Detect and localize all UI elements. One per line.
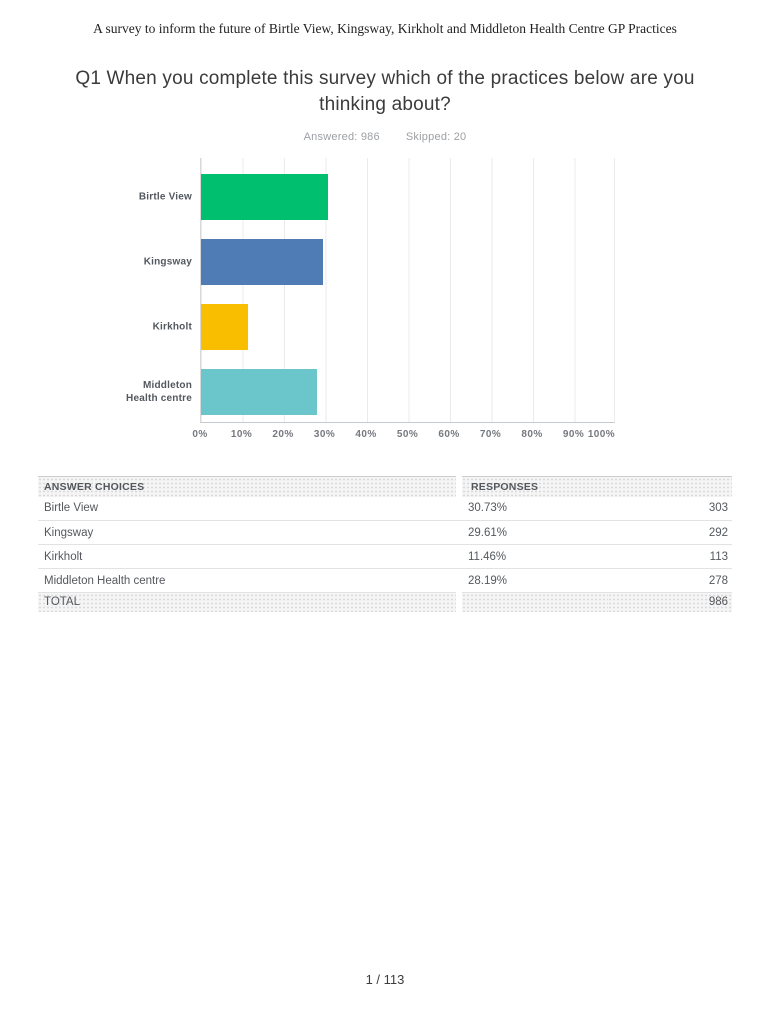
total-row: TOTAL 986 xyxy=(38,592,732,612)
bar-chart: Birtle View Kingsway Kirkholt Middleton Hea… xyxy=(0,158,770,450)
chart-category-label: Kingsway xyxy=(143,256,192,268)
response-percent-cell: 29.61% xyxy=(468,526,508,539)
x-axis-tick-label: 40% xyxy=(355,429,377,440)
results-table: ANSWER CHOICES RESPONSES Birtle View 30.7… xyxy=(38,476,732,612)
x-axis-tick-label: 50% xyxy=(396,429,419,440)
answer-choices-header: ANSWER CHOICES xyxy=(38,476,462,497)
table-row: Kirkholt 11.46% 113 xyxy=(38,544,732,569)
answer-choice-cell: Kingsway xyxy=(44,526,94,539)
table-row: Kingsway 29.61% 292 xyxy=(38,520,732,545)
question-title: Q1 When you complete this survey which o… xyxy=(75,68,695,115)
chart-bar xyxy=(201,239,324,285)
response-count-cell: 113 xyxy=(709,550,728,563)
answer-choice-cell: Middleton Health centre xyxy=(44,574,166,587)
document-title: A survey to inform the future of Birtle … xyxy=(93,21,677,36)
response-count-cell: 303 xyxy=(708,502,728,515)
x-axis-tick-label: 20% xyxy=(272,429,294,440)
table-row: Middleton Health centre 28.19% 278 xyxy=(38,568,732,593)
page-number: 1 / 113 xyxy=(365,972,405,987)
x-axis-tick-label: 90% xyxy=(562,429,585,440)
chart-bar xyxy=(201,369,318,415)
x-axis-tick-label: 100% xyxy=(587,429,615,440)
table-row: Birtle View 30.73% 303 xyxy=(38,496,732,521)
x-axis-tick-label: 80% xyxy=(521,429,543,440)
x-axis-tick-label: 60% xyxy=(438,429,460,440)
results-table-header: ANSWER CHOICES RESPONSES xyxy=(38,476,732,497)
response-count-cell: 292 xyxy=(708,526,728,539)
header-row: ANSWER CHOICES RESPONSES xyxy=(38,476,732,497)
total-percent-cell xyxy=(459,592,608,612)
chart-category-label: Middleton Health centre xyxy=(126,380,192,404)
chart-category-label: Kirkholt xyxy=(152,321,192,333)
response-percent-cell: 28.19% xyxy=(468,574,508,587)
chart-bar xyxy=(201,304,249,350)
chart-category-label: Birtle View xyxy=(138,191,192,203)
results-table-footer: TOTAL 986 xyxy=(38,592,732,612)
answered-stat: Answered: 986 xyxy=(303,131,380,143)
response-percent-cell: 30.73% xyxy=(468,502,508,515)
response-percent-cell: 11.46% xyxy=(468,550,507,563)
answer-choice-cell: Birtle View xyxy=(44,502,99,515)
x-axis-tick-label: 70% xyxy=(479,429,502,440)
x-axis-tick-label: 30% xyxy=(313,429,336,440)
response-count-cell: 278 xyxy=(708,574,728,587)
chart-plot-area xyxy=(200,158,615,423)
results-table-body: Birtle View 30.73% 303 Kingsway 29.61% 292 Kir… xyxy=(38,496,732,593)
x-axis-tick-label: 10% xyxy=(230,429,253,440)
responses-header: RESPONSES xyxy=(459,476,732,497)
answer-choice-cell: Kirkholt xyxy=(44,550,83,563)
skipped-stat: Skipped: 20 xyxy=(405,131,467,143)
x-axis-tick-label: 0% xyxy=(192,429,208,440)
total-label: TOTAL xyxy=(38,592,462,612)
chart-bar xyxy=(201,174,328,220)
response-stats: Answered: 986 Skipped: 20 xyxy=(0,131,770,143)
total-count: 986 xyxy=(608,592,732,612)
